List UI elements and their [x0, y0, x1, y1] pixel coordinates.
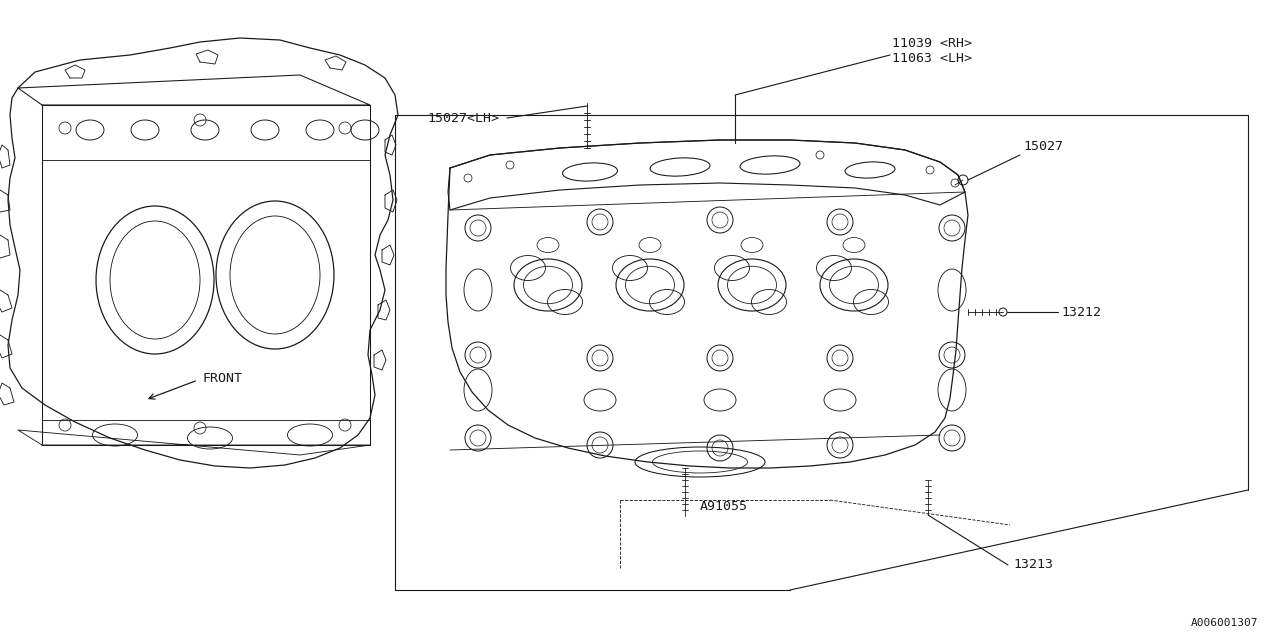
Text: 13213: 13213 [1012, 559, 1053, 572]
Text: 15027: 15027 [1023, 140, 1062, 153]
Text: 11039 <RH>: 11039 <RH> [892, 37, 972, 50]
Text: A91055: A91055 [700, 499, 748, 513]
Text: 13212: 13212 [1061, 305, 1101, 319]
Text: A006001307: A006001307 [1190, 618, 1258, 628]
Text: 11063 <LH>: 11063 <LH> [892, 52, 972, 65]
Text: FRONT: FRONT [202, 371, 242, 385]
Text: 15027<LH>: 15027<LH> [428, 111, 499, 125]
